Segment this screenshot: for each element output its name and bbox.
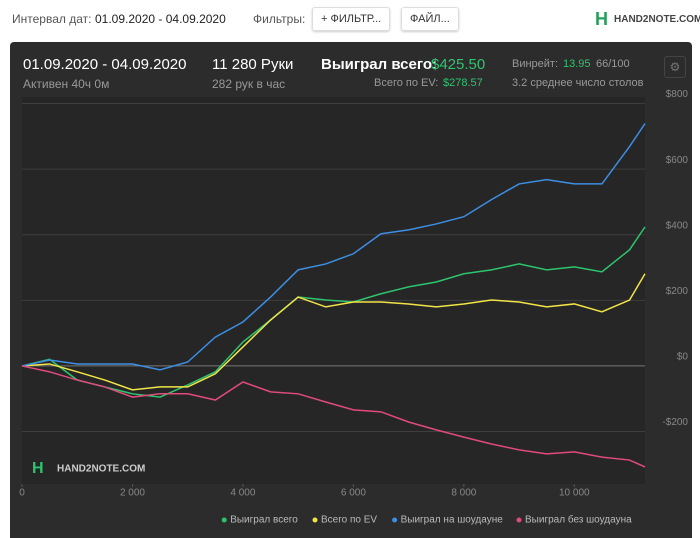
legend-label: Выиграл всего bbox=[230, 515, 298, 526]
ev-value: $278.57 bbox=[443, 77, 483, 89]
watermark: HAND2NOTE.COM bbox=[57, 464, 145, 475]
settings-button[interactable]: ⚙ bbox=[664, 56, 686, 78]
y-tick-label: $800 bbox=[666, 89, 689, 100]
filter-button[interactable]: + ФИЛЬТР... bbox=[312, 7, 391, 31]
x-tick-label: 8 000 bbox=[451, 488, 476, 499]
winrate-value: 13.95 bbox=[563, 58, 591, 70]
x-tick-label: 6 000 bbox=[341, 488, 366, 499]
y-tick-label: $0 bbox=[677, 352, 689, 363]
winrate-unit: 66/100 bbox=[596, 58, 630, 70]
won-label: Выиграл всего: bbox=[321, 56, 438, 73]
legend-label: Выиграл на шоудауне bbox=[401, 515, 504, 526]
date-label: Интервал дат: bbox=[12, 12, 92, 26]
toolbar: Интервал дат: 01.09.2020 - 04.09.2020 Фи… bbox=[0, 0, 700, 38]
series-line bbox=[21, 273, 646, 391]
legend-label: Выиграл без шоудауна bbox=[525, 514, 632, 526]
y-tick-label: $600 bbox=[666, 155, 689, 166]
y-tick-label: $200 bbox=[666, 286, 689, 297]
series-line bbox=[21, 226, 646, 398]
logo-icon: H bbox=[595, 9, 608, 29]
ev-label: Всего по EV: bbox=[374, 77, 439, 89]
watermark-icon: H bbox=[32, 460, 44, 477]
logo: HAND2NOTE.COM bbox=[614, 14, 700, 25]
won-value: $425.50 bbox=[431, 56, 486, 73]
y-tick-label: -$200 bbox=[662, 417, 688, 428]
active: Активен 40ч 0м bbox=[23, 77, 110, 91]
plot-area bbox=[22, 97, 645, 484]
filters-label: Фильтры: bbox=[253, 12, 306, 26]
legend-dot bbox=[392, 517, 398, 523]
x-tick-label: 2 000 bbox=[120, 488, 145, 499]
tables: 3.2 среднее число столов bbox=[512, 77, 644, 89]
series-line bbox=[21, 123, 646, 371]
file-button[interactable]: ФАЙЛ... bbox=[401, 7, 459, 31]
range: 01.09.2020 - 04.09.2020 bbox=[23, 56, 187, 73]
legend-label: Всего по EV bbox=[321, 515, 377, 526]
x-tick-label: 10 000 bbox=[559, 488, 590, 499]
series-line bbox=[21, 365, 646, 468]
date-range[interactable]: 01.09.2020 - 04.09.2020 bbox=[95, 12, 226, 26]
x-tick-label: 0 bbox=[19, 488, 25, 499]
winrate-label: Винрейт: bbox=[512, 58, 559, 70]
legend-dot bbox=[221, 517, 227, 523]
hands: 11 280 Руки bbox=[212, 56, 294, 73]
per-hour: 282 рук в час bbox=[212, 77, 286, 91]
legend-dot bbox=[312, 517, 318, 523]
y-tick-label: $400 bbox=[666, 220, 689, 231]
x-tick-label: 4 000 bbox=[230, 488, 255, 499]
legend-dot bbox=[516, 517, 522, 523]
